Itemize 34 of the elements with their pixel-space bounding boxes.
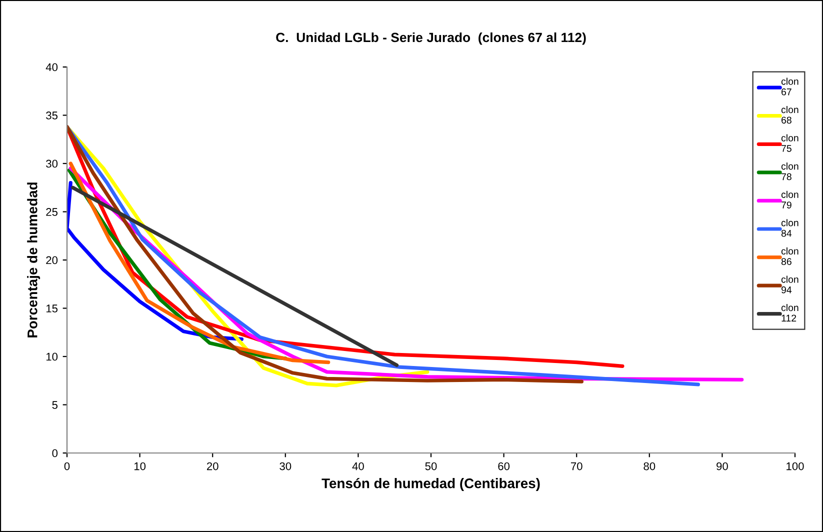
- x-tick-label: 60: [498, 462, 510, 470]
- x-tick-label: 10: [134, 462, 146, 470]
- chart-title: C. Unidad LGLb - Serie Jurado (clones 67 al 112): [276, 32, 586, 45]
- x-tick-label: 100: [786, 462, 804, 470]
- y-tick-label: 15: [46, 304, 58, 312]
- x-tick-label: 40: [352, 462, 364, 470]
- line-series: [68, 162, 330, 364]
- legend-label: clon 75: [781, 134, 798, 152]
- x-tick-label: 20: [206, 462, 218, 470]
- legend-label: clon 84: [781, 219, 798, 237]
- x-axis-title: Tensón de humedad (Centibares): [322, 478, 540, 492]
- y-tick-label: 35: [46, 112, 58, 120]
- x-tick-label: 70: [570, 462, 582, 470]
- y-tick-label: 0: [52, 449, 58, 458]
- x-tick-label: 50: [425, 462, 437, 470]
- legend-label: clon 94: [781, 276, 798, 294]
- line-series: [67, 125, 700, 386]
- x-tick-label: 0: [64, 462, 70, 470]
- y-tick-label: 30: [46, 160, 58, 168]
- legend-label: clon 86: [781, 247, 798, 266]
- legend-label: clon 68: [781, 106, 798, 124]
- y-tick-label: 10: [46, 352, 58, 361]
- y-tick-label: 40: [46, 63, 58, 72]
- y-tick-label: 5: [52, 401, 58, 409]
- y-tick-label: 20: [46, 256, 58, 264]
- x-tick-label: 90: [716, 462, 728, 470]
- x-tick-label: 80: [644, 462, 656, 470]
- legend-label: clon 112: [781, 304, 798, 322]
- y-axis-title: Porcentaje de humedad: [27, 182, 40, 338]
- legend-label: clon 67: [781, 78, 798, 96]
- legend-label: clon 79: [781, 190, 798, 208]
- legend-label: clon 78: [781, 162, 798, 180]
- x-tick-label: 30: [280, 462, 292, 470]
- y-tick-label: 25: [46, 208, 58, 216]
